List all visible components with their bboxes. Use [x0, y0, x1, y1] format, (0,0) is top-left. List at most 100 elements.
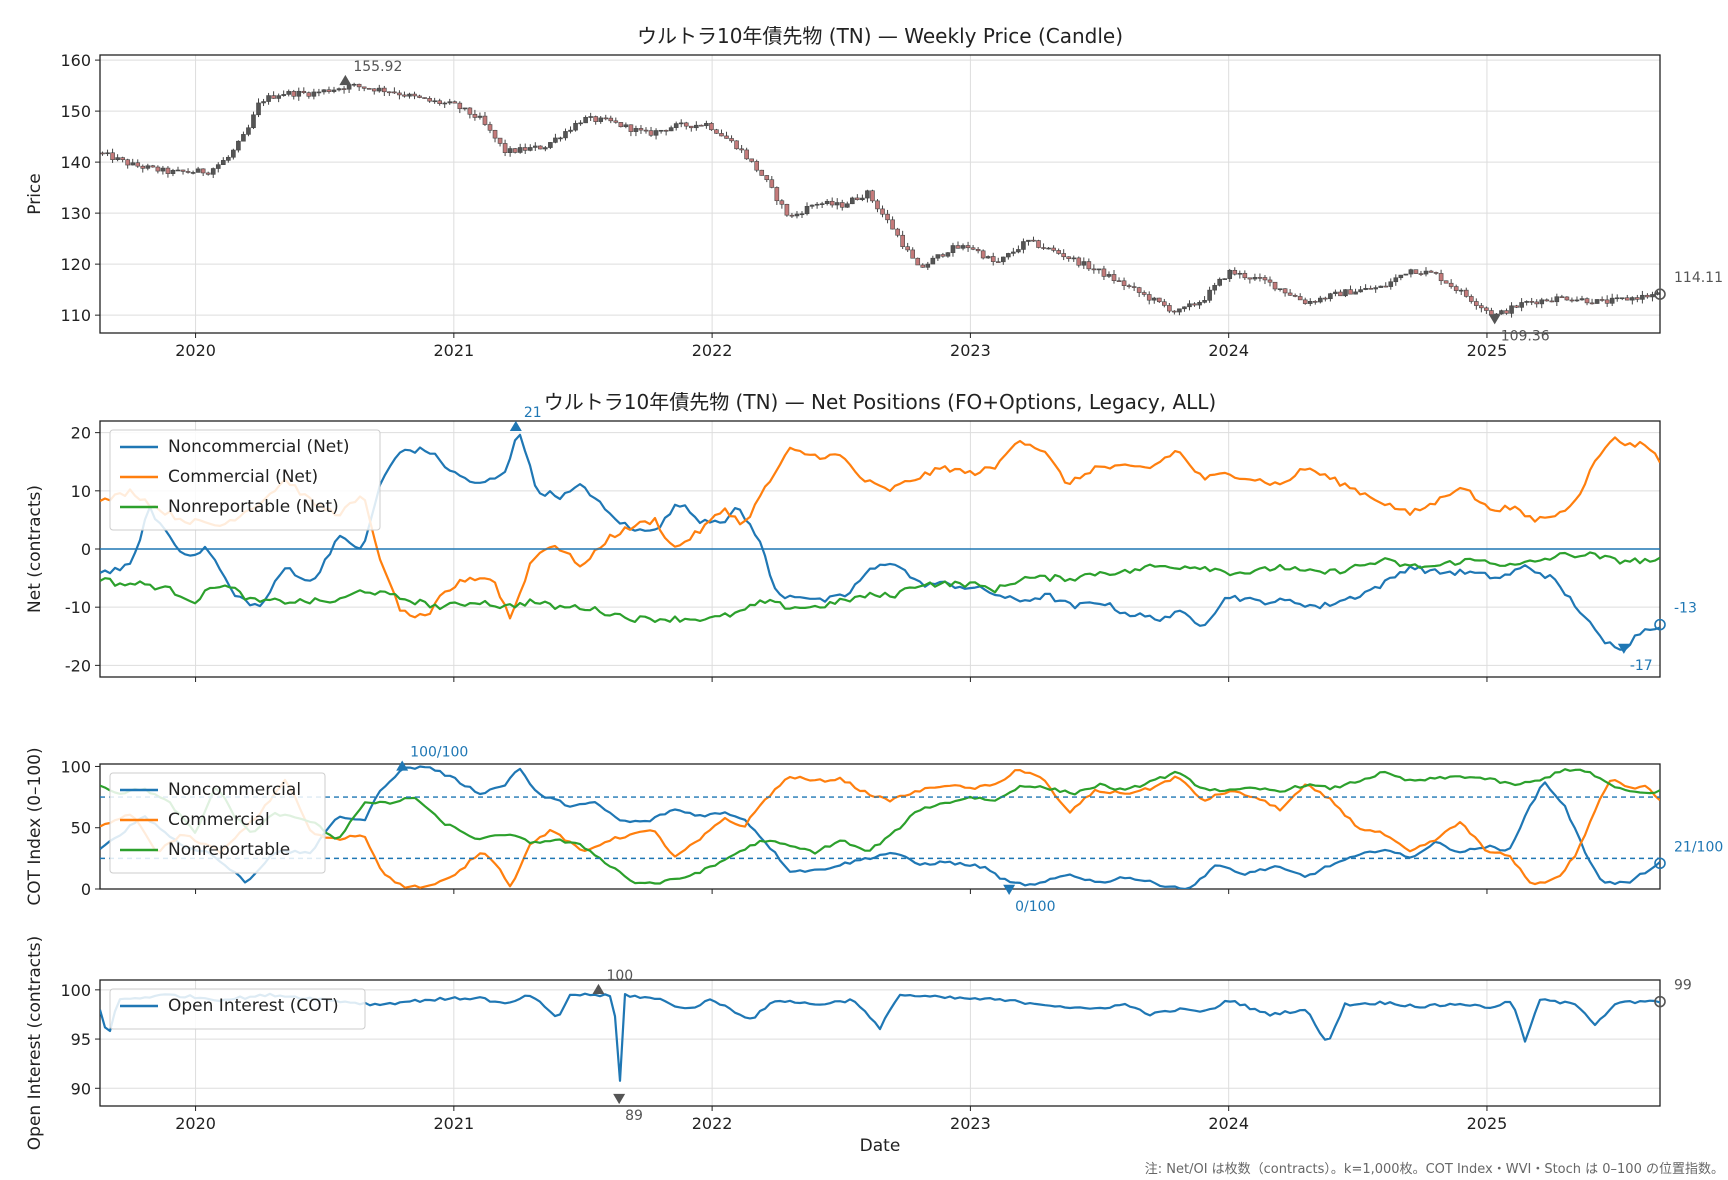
candle-body — [306, 92, 312, 97]
candle-body — [1267, 279, 1273, 283]
candle-body — [487, 124, 493, 131]
candle-body — [1222, 278, 1228, 280]
candle-body — [246, 127, 251, 135]
annotation-label: 21 — [524, 405, 542, 421]
candle-body — [407, 93, 412, 97]
candle-body — [402, 94, 407, 97]
candle-body — [1237, 272, 1243, 275]
candle-body — [1287, 292, 1293, 296]
candle-body — [1116, 280, 1122, 282]
series-line-nonreportable — [100, 768, 1660, 885]
candle-body — [1162, 301, 1167, 306]
y-tick-label: 95 — [71, 1030, 91, 1049]
candle-body — [532, 145, 538, 148]
candle-body — [135, 162, 141, 167]
candle-body — [699, 124, 704, 127]
candle-body — [1257, 277, 1263, 279]
candle-body — [1046, 247, 1051, 250]
candle-body — [553, 137, 558, 143]
candle-body — [432, 100, 437, 103]
candle-body — [809, 204, 815, 207]
legend-label: Noncommercial — [168, 780, 301, 800]
candle-body — [1423, 270, 1429, 275]
candle-body — [1343, 289, 1348, 297]
x-tick-label: 2022 — [692, 341, 733, 360]
candle-body — [1146, 294, 1152, 301]
candle-body — [200, 168, 206, 174]
chart-title: ウルトラ10年債先物 (TN) — Weekly Price (Candle) — [637, 24, 1123, 48]
candle-body — [371, 88, 377, 92]
candle-body — [376, 87, 382, 92]
candle-body — [397, 92, 402, 96]
candle-body — [769, 179, 775, 188]
chart-title: ウルトラ10年債先物 (TN) — Net Positions (FO+Opti… — [544, 390, 1216, 414]
series-line-nonreportable — [100, 551, 1660, 623]
candle-body — [160, 167, 166, 172]
candle-body — [623, 124, 629, 128]
candle-body — [1584, 298, 1590, 304]
candle-body — [1026, 239, 1031, 242]
candle-body — [165, 167, 171, 174]
y-tick-label: 50 — [71, 819, 91, 838]
candle-body — [573, 122, 578, 131]
candle-body — [704, 123, 709, 127]
annotation-label: 21/100 — [1674, 839, 1723, 855]
x-tick-label: 2024 — [1208, 1114, 1249, 1133]
candle-body — [1096, 268, 1102, 271]
candle-body — [130, 162, 136, 166]
candle-body — [145, 165, 151, 169]
candle-body — [502, 143, 508, 154]
candle-body — [925, 263, 931, 268]
legend-label: Nonreportable (Net) — [168, 497, 339, 517]
x-tick-label: 2025 — [1467, 341, 1508, 360]
candle-body — [1086, 261, 1092, 270]
candle-body — [1368, 287, 1373, 290]
candle-body — [427, 98, 432, 102]
candle-body — [1438, 273, 1444, 282]
candle-body — [1534, 301, 1540, 305]
candle-body — [1156, 297, 1162, 303]
candle-body — [210, 168, 216, 175]
candle-body — [1172, 310, 1177, 313]
legend-box — [109, 772, 326, 874]
candle-body — [588, 116, 593, 118]
candle-body — [125, 159, 130, 166]
candle-body — [241, 134, 246, 142]
candle-body — [1328, 293, 1333, 300]
candle-body — [593, 116, 598, 122]
candle-body — [1031, 239, 1036, 242]
candle-body — [1443, 280, 1449, 284]
candle-body — [643, 129, 649, 132]
candle-body — [1021, 241, 1026, 250]
candle-body — [724, 135, 729, 139]
candle-body — [1318, 297, 1323, 303]
candle-body — [1509, 305, 1514, 314]
candle-body — [1312, 301, 1318, 303]
annotation-label: 155.92 — [353, 59, 402, 75]
candle-body — [361, 86, 367, 89]
candle-body — [1594, 299, 1600, 304]
legend-box — [109, 429, 381, 531]
candle-body — [336, 88, 342, 91]
candle-body — [688, 125, 694, 129]
candle-body — [1247, 277, 1253, 280]
candle-body — [1604, 299, 1610, 304]
y-tick-label: 120 — [60, 255, 91, 274]
candle-body — [1071, 257, 1077, 260]
candle-body — [648, 130, 654, 136]
candle-body — [1232, 269, 1238, 275]
candle-body — [115, 157, 120, 161]
candle-body — [608, 117, 614, 122]
candle-body — [457, 102, 463, 110]
candle-body — [331, 89, 337, 92]
candle-body — [764, 175, 770, 181]
candle-body — [392, 91, 397, 94]
candle-body — [220, 160, 226, 165]
y-tick-label: 0 — [81, 880, 91, 899]
candle-body — [779, 200, 785, 205]
y-tick-label: 0 — [81, 540, 91, 559]
candle-body — [568, 129, 573, 132]
y-tick-label: 10 — [71, 482, 91, 501]
series-line-noncommercial — [100, 765, 1660, 889]
candle-body — [100, 152, 105, 155]
